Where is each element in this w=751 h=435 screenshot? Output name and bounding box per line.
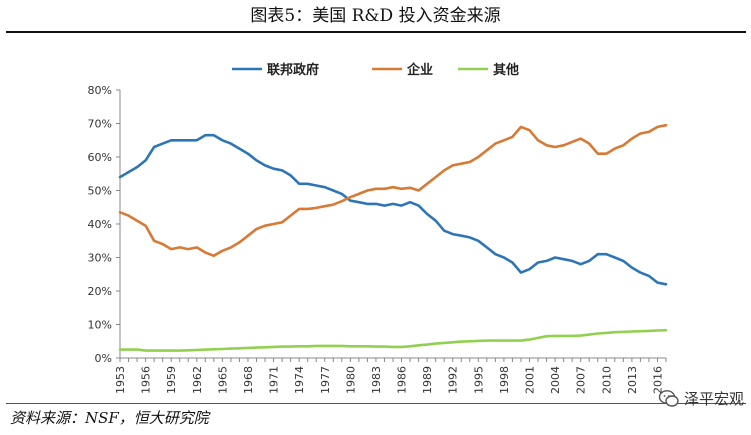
legend-label-federal: 联邦政府: [267, 62, 319, 78]
y-tick-label: 10%: [88, 319, 112, 332]
x-tick-label: 1959: [165, 366, 178, 394]
title-divider: [6, 31, 746, 33]
legend-label-other: 其他: [493, 62, 519, 78]
x-tick-label: 1977: [319, 366, 332, 394]
y-tick-label: 30%: [88, 252, 112, 265]
plot-area: [118, 123, 668, 352]
x-tick-label: 2010: [600, 366, 613, 394]
x-tick-label: 1965: [216, 366, 229, 394]
x-tick-label: 1956: [140, 366, 153, 394]
y-axis: 0% 10% 20% 30% 40% 50% 60% 70% 80%: [88, 84, 121, 365]
x-axis: 1953 1956 1959 1962 1965 1968 1971 1974 1977 1980…: [114, 357, 667, 394]
y-tick-label: 80%: [88, 84, 112, 97]
x-tick-label: 1986: [396, 366, 409, 394]
series-line-business: [118, 123, 668, 258]
x-tick-label: 1998: [498, 366, 511, 394]
x-tick-label: 1953: [114, 366, 127, 394]
watermark-text: 泽平宏观: [684, 390, 745, 408]
x-tick-label: 2001: [524, 366, 537, 394]
x-tick-label: 2007: [575, 366, 588, 394]
watermark: 泽平宏观: [658, 388, 744, 410]
x-tick-label: 1995: [472, 366, 485, 394]
series-line-other: [118, 328, 668, 352]
x-tick-label: 2013: [626, 366, 639, 394]
x-tick-label: 1974: [293, 366, 306, 394]
y-tick-label: 60%: [88, 151, 112, 164]
x-tick-label: 1983: [370, 366, 383, 394]
x-tick-label: 1989: [421, 366, 434, 394]
line-chart: 联邦政府 企业 其他 0% 10% 20% 30% 40% 50% 60% 70% 80% 1953…: [88, 62, 668, 394]
y-tick-label: 50%: [88, 185, 112, 198]
wechat-icon: [658, 390, 679, 407]
x-tick-label: 1971: [268, 366, 281, 394]
source-note: 资料来源：NSF，恒大研究院: [10, 409, 209, 427]
y-tick-label: 0%: [95, 352, 112, 365]
y-tick-label: 40%: [88, 218, 112, 231]
series-line-federal: [118, 133, 668, 286]
legend-label-business: 企业: [406, 62, 433, 78]
x-tick-label: 1992: [447, 366, 460, 394]
x-tick-label: 2016: [651, 366, 664, 394]
x-tick-label: 1980: [344, 366, 357, 394]
y-tick-label: 20%: [88, 285, 112, 298]
x-tick-label: 1968: [242, 366, 255, 394]
x-tick-label: 2004: [549, 366, 562, 394]
y-tick-label: 70%: [88, 118, 112, 131]
source-divider: [6, 403, 746, 404]
legend: 联邦政府 企业 其他: [232, 62, 519, 78]
page-title: 图表5：美国 R&D 投入资金来源: [250, 6, 501, 26]
x-tick-label: 1962: [191, 366, 204, 394]
